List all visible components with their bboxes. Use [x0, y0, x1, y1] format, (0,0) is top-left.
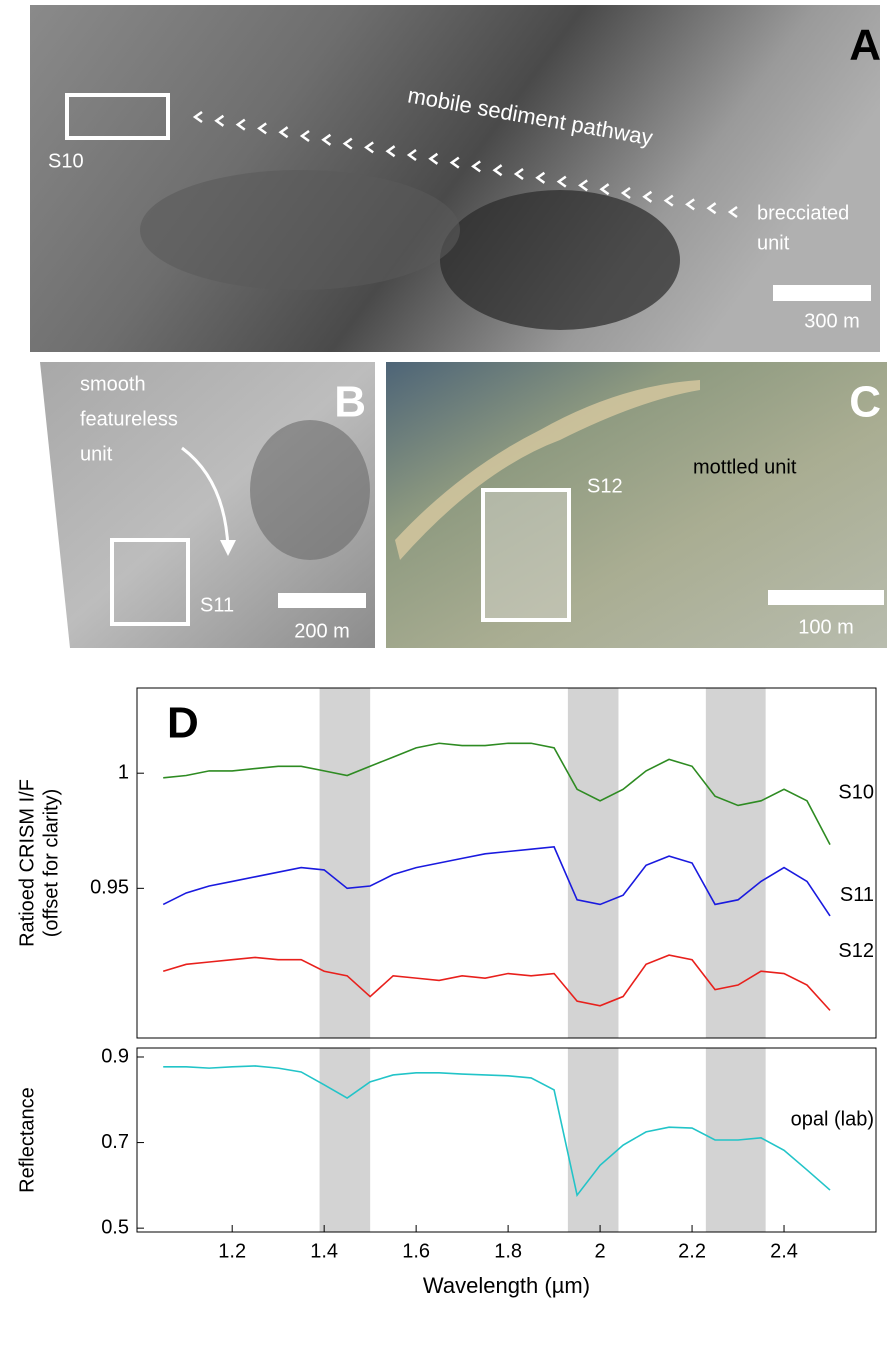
site-box [65, 93, 170, 140]
scale-label: 200 m [294, 620, 350, 642]
y-axis-label: Reflectance [16, 1087, 38, 1193]
site-label: S11 [200, 594, 234, 616]
x-tick-label: 1.2 [218, 1240, 246, 1262]
panel-b: B smooth featureless unit S11 200 m [40, 362, 375, 648]
chevron [192, 110, 203, 124]
y-axis-label: (offset for clarity) [40, 789, 62, 938]
series-label: S12 [838, 940, 874, 962]
absorption-band [319, 688, 371, 1038]
series-line [162, 846, 831, 917]
unit-label: unit [80, 443, 113, 465]
unit-label: brecciated [757, 202, 849, 224]
x-tick-label: 1.8 [494, 1240, 522, 1262]
plot-frame [136, 1047, 877, 1233]
chevron [321, 133, 332, 146]
panel-letter: D [167, 699, 199, 748]
absorption-band [567, 1048, 619, 1232]
chevron [471, 160, 481, 173]
scale-label: 300 m [804, 310, 860, 332]
panel-letter: C [849, 378, 881, 427]
x-tick-label: 2 [595, 1240, 606, 1262]
x-tick-label: 1.6 [402, 1240, 430, 1262]
chevron [663, 194, 674, 207]
unit-label: featureless [80, 408, 178, 430]
chevron [492, 164, 503, 177]
series-label: S11 [840, 884, 874, 906]
x-axis-label: Wavelength (µm) [423, 1273, 590, 1298]
scale-bar [773, 285, 871, 301]
image-shade [250, 420, 370, 560]
unit-label: unit [757, 232, 790, 254]
panel-letter: A [849, 21, 881, 70]
unit-label: smooth [80, 373, 146, 395]
chevron [385, 145, 396, 158]
chevron [535, 171, 546, 184]
y-tick-label: 0.7 [101, 1131, 129, 1153]
scale-bar [278, 593, 366, 608]
site-box [110, 538, 190, 626]
scale-label: 100 m [798, 616, 854, 638]
pathway-arrows [192, 110, 738, 219]
chevron [578, 179, 588, 192]
chevron [406, 148, 417, 162]
y-tick-label: 0.9 [101, 1045, 129, 1067]
series-label: S10 [838, 782, 874, 804]
y-axis-label: Ratioed CRISM I/F [16, 779, 38, 947]
chevron [214, 114, 225, 127]
chevron [642, 190, 653, 203]
site-box [481, 488, 571, 622]
series-line [163, 742, 831, 845]
chevron [685, 198, 695, 211]
panel-a: A mobile sediment pathway S10 brecciated… [30, 5, 881, 352]
series-label: opal (lab) [791, 1109, 874, 1131]
absorption-band [319, 1048, 371, 1232]
site-label: S12 [587, 475, 623, 497]
absorption-band [705, 688, 766, 1038]
chevron [428, 152, 439, 165]
series-line [163, 1065, 831, 1198]
x-tick-label: 1.4 [310, 1240, 338, 1262]
site-label: S10 [48, 150, 84, 172]
chevron [620, 186, 631, 200]
unit-label: mottled unit [693, 456, 797, 478]
chevron [449, 156, 460, 169]
x-tick-label: 2.2 [678, 1240, 706, 1262]
y-tick-label: 0.95 [90, 877, 129, 899]
scale-bar [768, 590, 884, 605]
chevron [235, 118, 246, 131]
plot-frame [136, 687, 877, 1039]
absorption-band [567, 688, 619, 1038]
chevron [342, 137, 353, 150]
chevron [599, 183, 610, 196]
series-line [162, 954, 831, 1011]
flow-arrow [181, 446, 230, 549]
arrow-head [220, 540, 236, 556]
x-tick-label: 2.4 [770, 1240, 798, 1262]
panel-c: C S12 mottled unit 100 m [386, 362, 887, 648]
chevron [257, 122, 267, 135]
image-bright [483, 490, 569, 620]
chevron [727, 205, 738, 219]
image-shade [440, 190, 680, 330]
image-a [30, 5, 880, 352]
chevron [299, 129, 310, 143]
image-shade [140, 170, 460, 290]
y-tick-label: 0.5 [101, 1216, 129, 1238]
chevron [278, 126, 289, 139]
y-tick-label: 1 [118, 761, 129, 783]
panel-letter: B [334, 378, 366, 427]
chevron [364, 141, 374, 154]
chevron [706, 202, 717, 215]
chevron [513, 167, 524, 181]
chevron [556, 175, 567, 188]
